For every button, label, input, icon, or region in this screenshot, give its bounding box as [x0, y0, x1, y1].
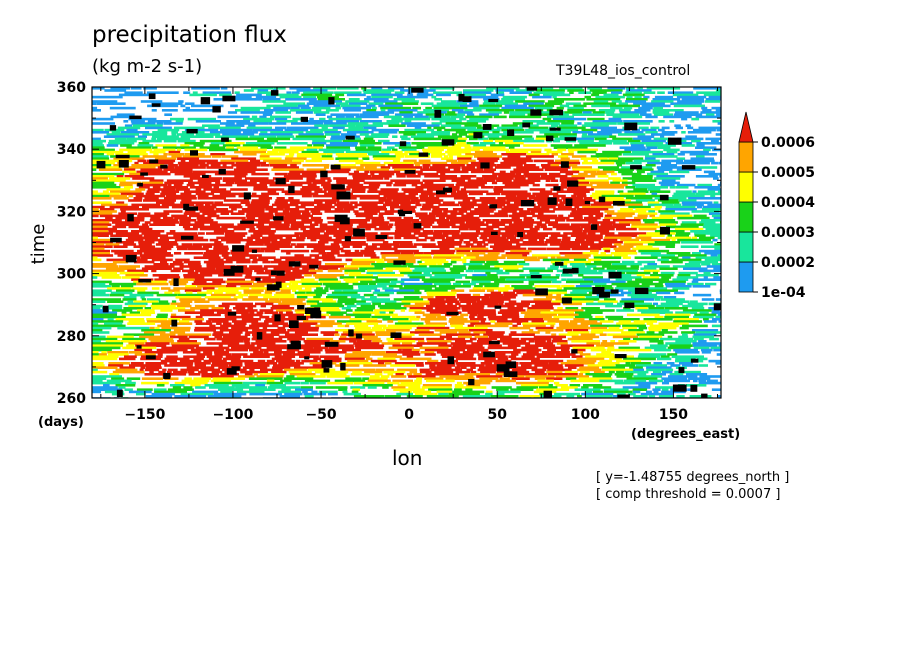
- colorbar-label: 0.0006: [761, 135, 815, 151]
- axes: −150 −100 −50 0 50 100 150 260 280 300 320 340 360: [57, 80, 721, 423]
- x-tick-label: 150: [659, 407, 688, 423]
- y-tick-label: 340: [57, 142, 86, 158]
- y-tick-label: 280: [57, 329, 86, 345]
- y-tick-label: 260: [57, 391, 86, 407]
- colorbar-over-triangle: [738, 111, 754, 143]
- colorbar-label: 0.0005: [761, 165, 815, 181]
- colorbar-label: 0.0004: [761, 195, 815, 211]
- x-tick-label: −100: [212, 407, 253, 423]
- colorbar-label: 0.0002: [761, 255, 815, 271]
- x-tick-label: −50: [305, 407, 336, 423]
- chart-units: (kg m-2 s-1): [92, 56, 203, 77]
- y-axis-label: time: [28, 224, 49, 265]
- run-label: T39L48_ios_control: [556, 63, 691, 79]
- y-axis-unit: (days): [38, 415, 84, 430]
- y-tick-label: 360: [57, 80, 86, 96]
- colorbar-box: [738, 201, 754, 233]
- x-tick-label: 100: [571, 407, 600, 423]
- threshold-note: [ comp threshold = 0.0007 ]: [596, 487, 781, 502]
- colorbar-box: [738, 261, 754, 293]
- x-tick-label: −150: [124, 407, 165, 423]
- x-axis-label: lon: [392, 446, 423, 470]
- contour-field: [92, 87, 721, 398]
- y-tick-label: 320: [57, 204, 86, 220]
- colorbar-label: 0.0003: [761, 225, 815, 241]
- latitude-note: [ y=-1.48755 degrees_north ]: [596, 470, 790, 485]
- x-tick-label: 0: [404, 407, 414, 423]
- colorbar: 1e-04 0.0002 0.0003 0.0004 0.0005 0.0006: [738, 111, 815, 301]
- colorbar-box: [738, 171, 754, 203]
- x-tick-label: 50: [487, 407, 507, 423]
- x-axis-unit: (degrees_east): [631, 427, 741, 442]
- y-tick-label: 300: [57, 267, 86, 283]
- colorbar-label: 1e-04: [761, 285, 806, 301]
- chart-title: precipitation flux: [92, 22, 287, 48]
- colorbar-box: [738, 231, 754, 263]
- colorbar-box: [738, 141, 754, 173]
